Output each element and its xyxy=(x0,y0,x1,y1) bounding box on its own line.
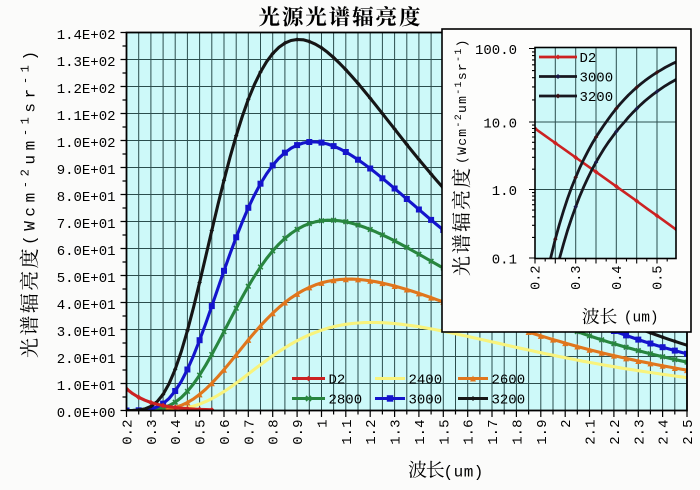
svg-text:1.5: 1.5 xyxy=(437,420,453,445)
svg-text:0.6: 0.6 xyxy=(218,420,234,445)
svg-text:3200: 3200 xyxy=(492,393,526,409)
svg-text:100.0: 100.0 xyxy=(475,43,517,59)
svg-text:1.0E+02: 1.0E+02 xyxy=(57,136,116,152)
svg-text:2400: 2400 xyxy=(409,373,443,389)
svg-text:1.0: 1.0 xyxy=(492,184,517,200)
svg-text:5.0E+01: 5.0E+01 xyxy=(57,271,116,287)
svg-text:3000: 3000 xyxy=(580,71,614,87)
svg-text:2.3: 2.3 xyxy=(632,420,648,445)
svg-text:0.2: 0.2 xyxy=(121,420,137,445)
svg-text:10.0: 10.0 xyxy=(483,117,517,133)
svg-text:1.7: 1.7 xyxy=(486,420,502,445)
svg-text:2.0E+01: 2.0E+01 xyxy=(57,352,116,368)
svg-text:0.4: 0.4 xyxy=(611,266,626,290)
svg-text:0.2: 0.2 xyxy=(530,266,545,290)
svg-text:D2: D2 xyxy=(580,51,597,67)
svg-text:3000: 3000 xyxy=(409,393,443,409)
svg-text:1.1: 1.1 xyxy=(340,420,356,445)
svg-text:1.9: 1.9 xyxy=(535,420,551,445)
svg-text:(Wcm-2um-1sr-1): (Wcm-2um-1sr-1) xyxy=(19,46,40,245)
svg-text:2.4: 2.4 xyxy=(657,420,673,445)
svg-text:1.0E+01: 1.0E+01 xyxy=(57,379,116,395)
svg-text:3200: 3200 xyxy=(580,90,614,106)
svg-text:7.0E+01: 7.0E+01 xyxy=(57,217,116,233)
svg-text:6.0E+01: 6.0E+01 xyxy=(57,244,116,260)
svg-text:1.3E+02: 1.3E+02 xyxy=(57,55,116,71)
svg-text:2800: 2800 xyxy=(329,393,363,409)
svg-text:2.1: 2.1 xyxy=(584,420,600,445)
svg-text:(Wcm-2um-1sr-1): (Wcm-2um-1sr-1) xyxy=(454,38,470,164)
svg-text:0.3: 0.3 xyxy=(145,420,161,445)
svg-text:2600: 2600 xyxy=(492,373,526,389)
svg-text:1.2E+02: 1.2E+02 xyxy=(57,82,116,98)
svg-text:0.5: 0.5 xyxy=(194,420,210,445)
svg-text:1.4: 1.4 xyxy=(413,420,429,445)
svg-text:1.1E+02: 1.1E+02 xyxy=(57,109,116,125)
svg-text:0.9: 0.9 xyxy=(291,420,307,445)
svg-text:9.0E+01: 9.0E+01 xyxy=(57,163,116,179)
svg-text:(um): (um) xyxy=(444,464,484,482)
svg-text:4.0E+01: 4.0E+01 xyxy=(57,298,116,314)
svg-text:2: 2 xyxy=(559,420,575,428)
svg-text:1.2: 1.2 xyxy=(364,420,380,445)
svg-text:2.5: 2.5 xyxy=(681,420,697,445)
svg-text:(um): (um) xyxy=(624,311,659,327)
svg-text:1.6: 1.6 xyxy=(462,420,478,445)
svg-text:0.3: 0.3 xyxy=(570,266,585,290)
svg-text:3.0E+01: 3.0E+01 xyxy=(57,325,116,341)
svg-text:1.4E+02: 1.4E+02 xyxy=(57,28,116,44)
svg-text:0.7: 0.7 xyxy=(242,420,258,445)
svg-text:0.1: 0.1 xyxy=(492,253,517,269)
svg-text:1: 1 xyxy=(316,420,332,428)
svg-text:0.0E+00: 0.0E+00 xyxy=(57,406,116,422)
svg-text:0.8: 0.8 xyxy=(267,420,283,445)
svg-text:1.3: 1.3 xyxy=(389,420,405,445)
svg-text:0.4: 0.4 xyxy=(169,420,185,445)
svg-text:D2: D2 xyxy=(329,373,346,389)
svg-text:0.5: 0.5 xyxy=(652,266,667,290)
svg-text:1.8: 1.8 xyxy=(510,420,526,445)
svg-text:8.0E+01: 8.0E+01 xyxy=(57,190,116,206)
svg-text:2.2: 2.2 xyxy=(608,420,624,445)
